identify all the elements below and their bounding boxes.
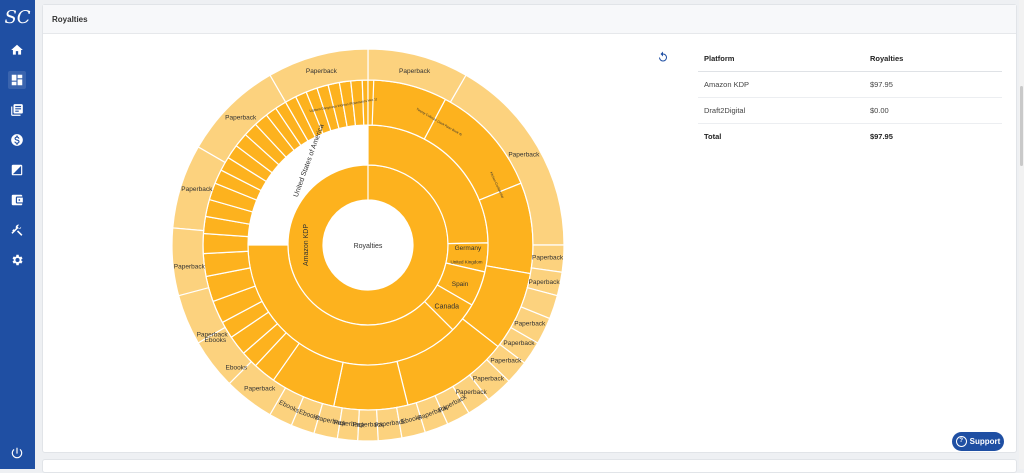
gear-icon[interactable] [8, 251, 26, 269]
platform-label: Amazon KDP [303, 224, 310, 266]
tools-icon[interactable] [8, 221, 26, 239]
dollar-icon[interactable] [8, 131, 26, 149]
format-label: Paperback [352, 422, 384, 429]
format-segment[interactable] [485, 343, 526, 383]
format-label: Paperback [399, 68, 431, 75]
format-segment[interactable] [357, 409, 379, 442]
format-label: Paperback [473, 375, 505, 382]
table-total-row: Total $97.95 [698, 124, 1002, 150]
header-royalties: Royalties [857, 46, 1002, 72]
table-row: Draft2Digital $0.00 [698, 97, 1002, 124]
format-label: Paperback [532, 254, 564, 261]
format-segment[interactable] [197, 74, 287, 164]
total-value: $97.95 [869, 132, 893, 141]
country-label: Canada [435, 303, 460, 310]
country-label: Spain [452, 281, 469, 288]
card-title: Royalties [43, 5, 1016, 34]
format-label: Paperback [225, 114, 257, 121]
format-label: Paperback [181, 186, 213, 193]
next-card [42, 459, 1017, 473]
format-label: Paperback [197, 332, 229, 339]
format-label: Paperback [306, 68, 338, 75]
format-segment[interactable] [336, 407, 360, 442]
cell-platform: Draft2Digital [698, 97, 858, 124]
home-icon[interactable] [8, 41, 26, 59]
question-icon: ? [955, 436, 967, 447]
format-label: Paperback [490, 357, 522, 364]
format-label: Paperback [514, 321, 546, 328]
format-segment[interactable] [434, 385, 470, 425]
format-segment[interactable] [313, 402, 343, 440]
support-label: Support [969, 437, 1001, 446]
wallet-icon[interactable] [8, 191, 26, 209]
format-label: Paperback [374, 418, 406, 429]
format-segment[interactable] [498, 326, 539, 364]
format-label: Paperback [503, 340, 535, 347]
support-button[interactable]: ? Support [952, 432, 1004, 451]
royalties-card: Royalties Royalties Amazon KDP United Sta… [42, 4, 1017, 453]
title-segment[interactable] [478, 182, 534, 275]
country-label: United Kingdom [450, 260, 482, 265]
format-label: Ebooks [205, 337, 227, 344]
table-header-row: Platform Royalties [698, 46, 1002, 72]
sidebar: SC [0, 0, 35, 469]
format-label: Paperback [333, 419, 365, 429]
format-segment[interactable] [177, 286, 226, 344]
format-segment[interactable] [269, 48, 369, 103]
format-label: Paperback [529, 279, 561, 286]
total-label: Total [704, 132, 722, 141]
format-segment[interactable] [376, 406, 403, 442]
royalties-table: Platform Royalties Amazon KDP $97.95 Dra… [698, 46, 1002, 149]
cell-platform: Amazon KDP [698, 71, 858, 98]
format-segment[interactable] [172, 146, 226, 232]
cell-royalties: $0.00 [857, 97, 1002, 124]
format-label: Paperback [456, 389, 488, 396]
format-label: Paperback [508, 152, 540, 159]
power-icon[interactable] [8, 444, 26, 462]
format-segment[interactable] [520, 286, 559, 320]
books-icon[interactable] [8, 101, 26, 119]
format-segment[interactable] [228, 360, 287, 416]
table-row: Amazon KDP $97.95 [698, 71, 1002, 98]
format-segment[interactable] [415, 394, 449, 434]
header-platform: Platform [698, 46, 858, 72]
format-segment[interactable] [395, 402, 427, 439]
refresh-icon[interactable] [657, 51, 669, 63]
dashboard-icon[interactable] [8, 71, 26, 89]
format-segment[interactable] [468, 358, 510, 401]
format-segment[interactable] [452, 374, 490, 414]
format-segment[interactable] [510, 306, 551, 344]
format-segment[interactable] [290, 396, 324, 435]
sunburst-center [323, 200, 413, 290]
title-segment[interactable] [332, 360, 409, 411]
center-label: Royalties [354, 243, 383, 250]
format-label: Paperback [174, 264, 206, 271]
format-segment[interactable] [197, 326, 253, 385]
format-label: Ebooks [226, 364, 248, 371]
chart-icon[interactable] [8, 161, 26, 179]
country-label: Germany [455, 245, 482, 252]
cell-royalties: $97.95 [857, 71, 1002, 98]
format-label: Paperback [244, 385, 276, 392]
scrollbar-thumb[interactable] [1020, 86, 1023, 166]
page-scrollbar[interactable] [1019, 0, 1024, 469]
app-logo[interactable]: SC [4, 7, 31, 28]
